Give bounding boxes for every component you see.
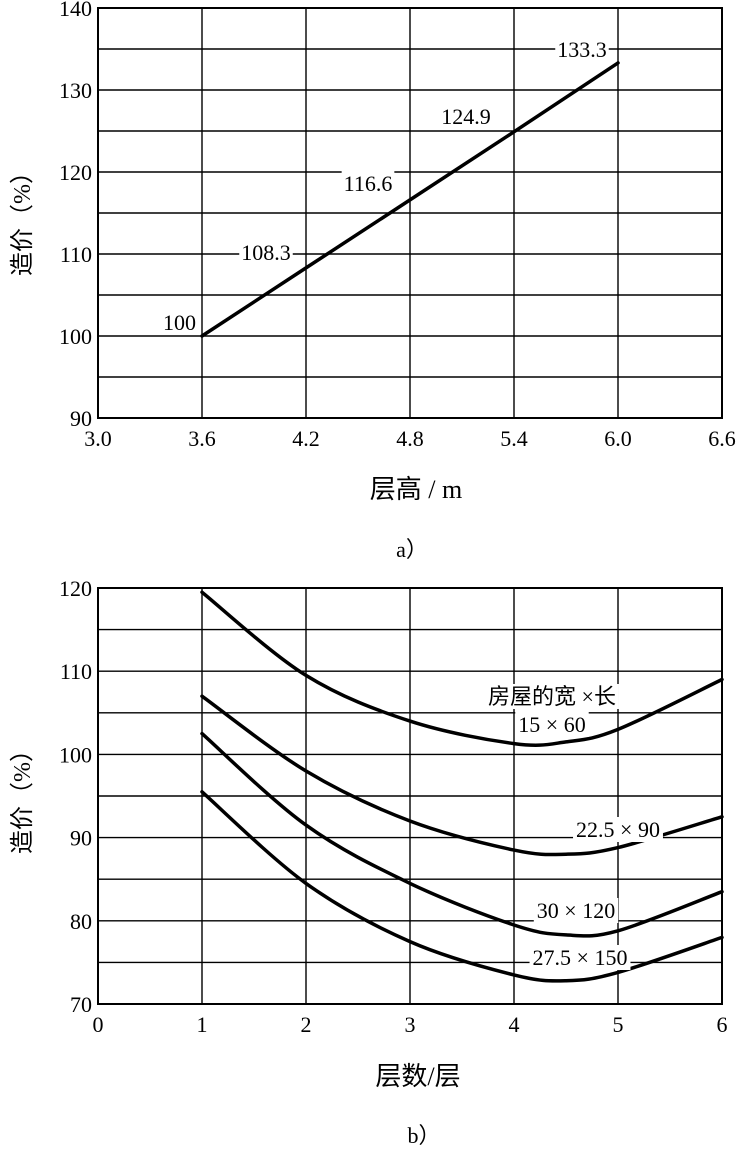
chart-b-series-line <box>200 731 724 938</box>
chart-b-series-label: 27.5 × 150 <box>533 945 628 970</box>
chart-b: 0 1 2 3 4 5 6 70 80 90 100 110 120 15 × 60 22.5 × 90 3… <box>9 576 728 1148</box>
chart-a-data-label: 116.6 <box>344 171 393 196</box>
chart-a-data-label-bg <box>239 239 293 265</box>
chart-a-x-axis-label: 层高 / m <box>370 475 462 504</box>
chart-a-series <box>200 61 620 338</box>
chart-b-x-tick-label: 6 <box>717 1012 728 1037</box>
chart-a-data-label-bg <box>555 36 609 62</box>
chart-a-y-axis-label: 造价（%） <box>9 160 36 276</box>
chart-b-x-tick-label: 2 <box>301 1012 312 1037</box>
chart-b-series-labels: 15 × 60 22.5 × 90 30 × 120 27.5 × 150 <box>485 684 663 970</box>
chart-a-data-label: 100 <box>163 310 196 335</box>
chart-a-y-tick-label: 110 <box>60 242 92 267</box>
chart-a-data-label: 133.3 <box>557 37 607 62</box>
chart-b-series-line <box>200 694 724 857</box>
chart-b-series-line <box>200 590 724 747</box>
chart-b-y-tick-label: 80 <box>70 909 92 934</box>
chart-b-series <box>200 590 724 983</box>
chart-a-ticks: 3.0 3.6 4.2 4.8 5.4 6.0 6.6 90 100 110 120 130 140 <box>59 0 736 451</box>
chart-a-data-label-bg <box>439 103 493 129</box>
chart-a-y-tick-label: 130 <box>59 78 92 103</box>
chart-a-y-tick-label: 140 <box>59 0 92 21</box>
chart-b-frame <box>97 587 723 1005</box>
chart-a-x-tick-label: 3.6 <box>188 426 216 451</box>
chart-b-series-label-bg <box>573 817 663 842</box>
chart-a-data-labels: 100 108.3 116.6 124.9 133.3 <box>161 36 609 335</box>
chart-b-legend-title-bg <box>485 684 619 709</box>
chart-a-frame <box>97 7 723 419</box>
chart-a-series-line <box>200 61 620 338</box>
chart-b-x-tick-label: 5 <box>613 1012 624 1037</box>
chart-b-series-line <box>200 790 724 983</box>
chart-b-x-tick-label: 3 <box>405 1012 416 1037</box>
chart-a-x-tick-label: 6.0 <box>604 426 632 451</box>
chart-a-x-tick-label: 6.6 <box>708 426 736 451</box>
chart-b-series-label: 22.5 × 90 <box>576 817 660 842</box>
chart-a-grid <box>97 7 723 419</box>
chart-b-series-label-bg <box>529 945 631 970</box>
chart-a-panel-label: a） <box>396 537 428 562</box>
chart-a-y-tick-label: 120 <box>59 160 92 185</box>
chart-b-y-tick-label: 90 <box>70 826 92 851</box>
chart-b-ticks: 0 1 2 3 4 5 6 70 80 90 100 110 120 <box>59 576 728 1037</box>
chart-b-x-tick-label: 4 <box>509 1012 520 1037</box>
chart-a-x-tick-label: 4.8 <box>396 426 424 451</box>
chart-b-series-label-bg <box>515 712 589 737</box>
chart-b-series-label: 30 × 120 <box>537 898 615 923</box>
chart-b-series-label: 15 × 60 <box>518 712 585 737</box>
chart-a-x-tick-label: 4.2 <box>292 426 320 451</box>
chart-b-y-axis-label: 造价（%） <box>9 738 36 854</box>
chart-a-data-label-bg <box>341 170 395 196</box>
chart-b-y-tick-label: 110 <box>60 659 92 684</box>
chart-b-x-tick-label: 0 <box>93 1012 104 1037</box>
chart-a-data-label: 108.3 <box>241 240 291 265</box>
chart-b-legend-title: 房屋的宽 ×长 <box>488 684 616 709</box>
chart-b-y-tick-label: 100 <box>59 742 92 767</box>
chart-a-data-label-bg <box>161 310 198 335</box>
chart-a: 3.0 3.6 4.2 4.8 5.4 6.0 6.6 90 100 110 120 130 140 1… <box>9 0 736 562</box>
chart-b-y-tick-label: 70 <box>70 992 92 1017</box>
chart-a-x-tick-label: 5.4 <box>500 426 528 451</box>
chart-a-data-label: 124.9 <box>441 104 491 129</box>
chart-b-y-tick-label: 120 <box>59 576 92 601</box>
chart-b-x-axis-label: 层数/层 <box>375 1062 460 1091</box>
chart-b-series-label-bg <box>533 898 619 923</box>
chart-a-y-tick-label: 90 <box>70 406 92 431</box>
chart-b-panel-label: b） <box>407 1123 440 1148</box>
chart-a-x-tick-label: 3.0 <box>84 426 112 451</box>
chart-b-x-tick-label: 1 <box>197 1012 208 1037</box>
chart-a-y-tick-label: 100 <box>59 324 92 349</box>
